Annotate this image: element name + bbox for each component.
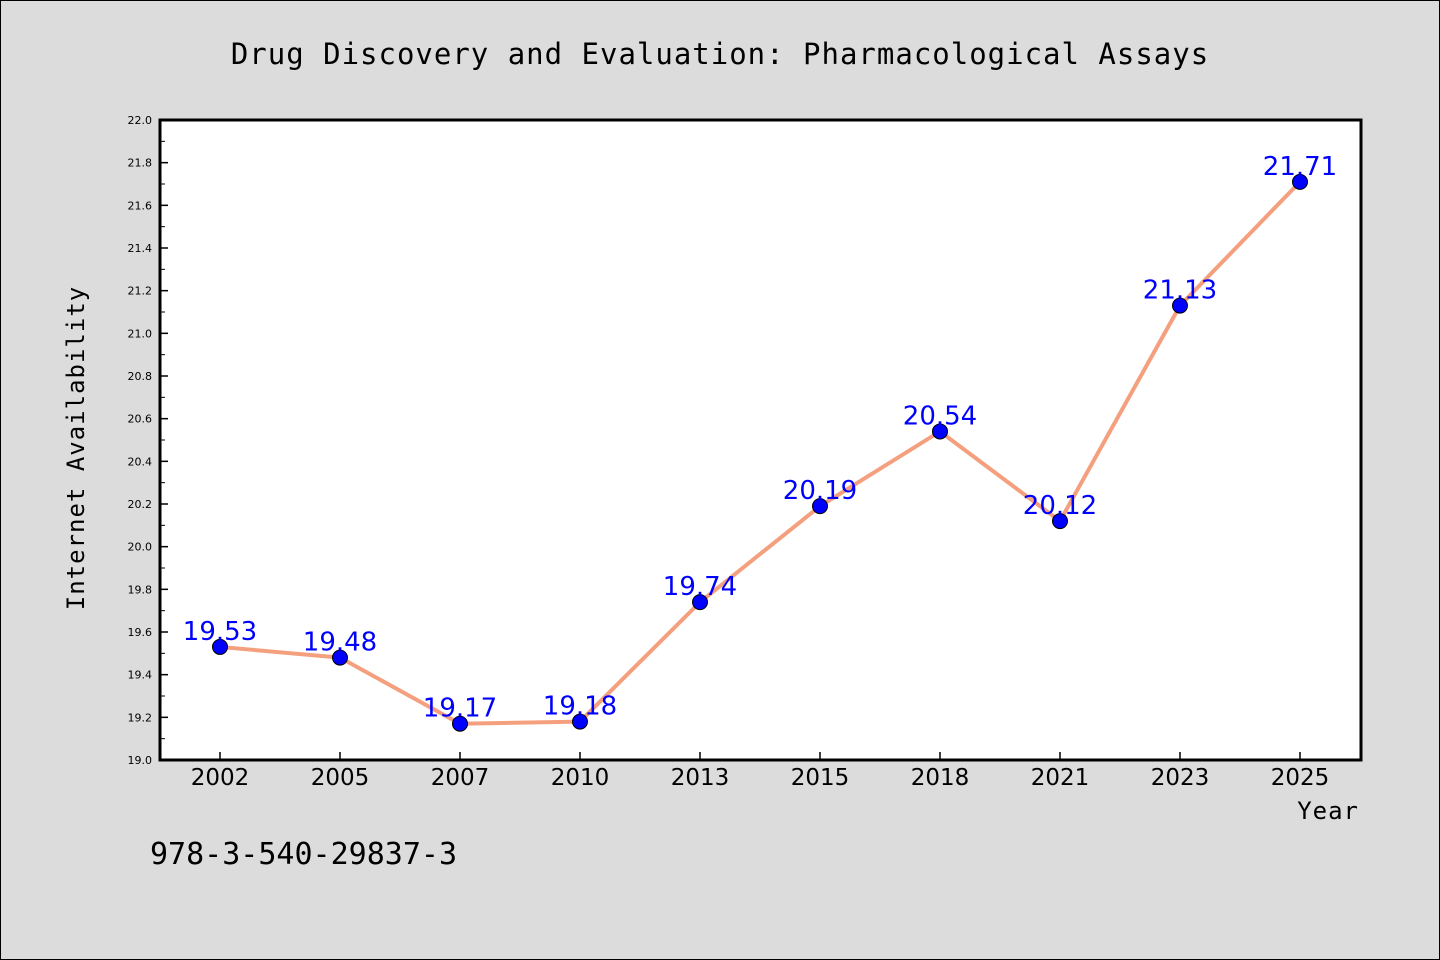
data-label: 19.18 <box>543 692 617 722</box>
series-markers <box>212 173 1308 732</box>
series-line <box>219 180 1302 726</box>
data-point <box>692 594 708 611</box>
x-axis: 2002 2005 2007 2010 2013 2015 2018 2021 2023 2025 <box>191 752 1330 791</box>
x-tick-label: 2018 <box>911 765 970 791</box>
x-axis-title: Year <box>1297 797 1359 825</box>
data-point <box>572 713 588 730</box>
x-tick-label: 2025 <box>1271 765 1330 791</box>
x-tick-label: 2007 <box>431 765 490 791</box>
y-tick-label: 20.0 <box>128 541 153 554</box>
data-point <box>452 715 468 732</box>
y-tick-label: 19.6 <box>128 626 153 639</box>
data-point <box>812 498 828 515</box>
data-label: 19.74 <box>663 572 737 602</box>
data-label: 21.13 <box>1143 276 1217 306</box>
y-axis: 19.0 19.2 19.4 19.6 19.8 20.0 20.2 20.4 20.6 20.8… <box>128 114 168 767</box>
y-tick-label: 20.6 <box>128 413 153 426</box>
y-tick-label: 19.4 <box>128 669 153 682</box>
data-label: 19.48 <box>303 628 377 658</box>
data-label: 19.17 <box>423 694 497 724</box>
x-tick-label: 2015 <box>791 765 850 791</box>
data-label: 20.54 <box>903 401 977 431</box>
data-point <box>332 649 348 666</box>
data-point <box>1292 173 1308 190</box>
y-tick-label: 19.8 <box>128 583 153 596</box>
y-tick-label: 21.6 <box>128 199 153 212</box>
x-tick-label: 2013 <box>671 765 730 791</box>
x-tick-label: 2021 <box>1031 765 1090 791</box>
isbn-text: 978-3-540-29837-3 <box>150 837 457 872</box>
x-tick-label: 2005 <box>311 765 370 791</box>
y-tick-label: 19.0 <box>128 754 153 767</box>
x-tick-label: 2002 <box>191 765 250 791</box>
y-tick-label: 20.4 <box>128 455 153 468</box>
x-tick-label: 2010 <box>551 765 610 791</box>
y-tick-label: 22.0 <box>128 114 153 127</box>
y-tick-label: 21.8 <box>128 157 153 170</box>
data-label: 20.19 <box>783 476 857 506</box>
y-tick-label: 21.2 <box>128 285 153 298</box>
y-axis-title: Internet Availability <box>62 286 90 610</box>
data-label: 21.71 <box>1263 152 1337 182</box>
y-tick-label: 21.4 <box>128 242 153 255</box>
data-label: 20.12 <box>1023 491 1097 521</box>
x-tick-label: 2023 <box>1151 765 1210 791</box>
data-label: 19.53 <box>183 617 257 647</box>
series-polyline <box>219 180 1302 726</box>
plot-area <box>158 118 1363 762</box>
y-tick-label: 20.8 <box>128 370 153 383</box>
y-tick-label: 20.2 <box>128 498 153 511</box>
data-point <box>1172 297 1188 314</box>
data-labels: 19.53 19.48 19.17 19.18 19.74 20.19 20.54 20.12… <box>183 152 1337 724</box>
data-point <box>212 638 228 655</box>
data-point <box>1052 513 1068 530</box>
data-point <box>932 423 948 440</box>
y-tick-label: 21.0 <box>128 327 153 340</box>
chart-title: Drug Discovery and Evaluation: Pharmacol… <box>231 37 1209 71</box>
y-tick-label: 19.2 <box>128 711 153 724</box>
